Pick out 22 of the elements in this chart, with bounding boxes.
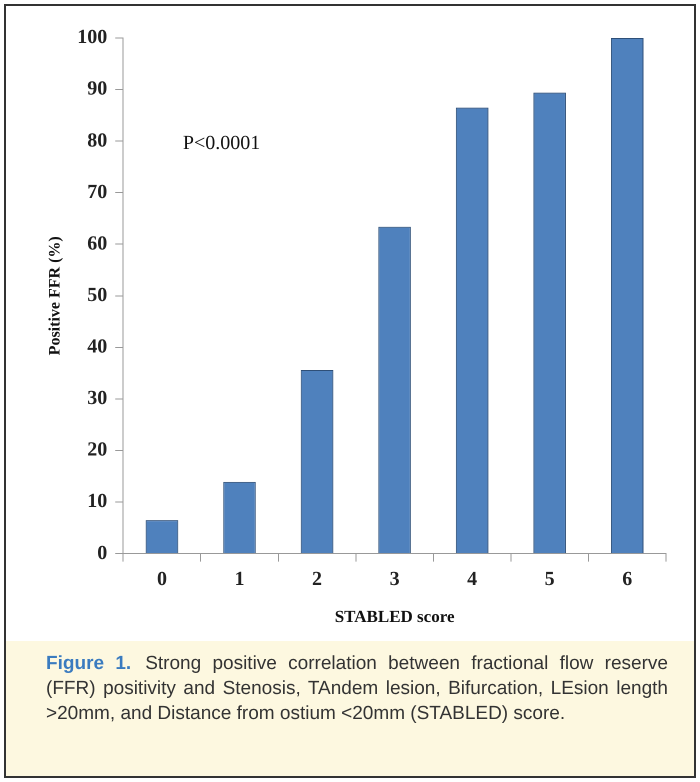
y-tick-label: 30 bbox=[87, 387, 108, 410]
x-tick-label: 6 bbox=[622, 568, 632, 590]
annotation: P<0.0001 bbox=[182, 132, 260, 154]
x-tick-label: 5 bbox=[544, 568, 555, 590]
y-tick-label: 50 bbox=[87, 284, 108, 306]
y-tick-label: 70 bbox=[87, 180, 108, 203]
y-tick-label: 40 bbox=[87, 336, 108, 358]
y-tick-label: 80 bbox=[87, 129, 108, 152]
y-tick-label: 90 bbox=[87, 78, 108, 100]
y-axis-title: Positive FFR (%) bbox=[46, 236, 64, 356]
x-tick-label: 1 bbox=[234, 568, 245, 590]
x-tick-label: 4 bbox=[467, 568, 478, 590]
y-tick-label: 20 bbox=[87, 438, 108, 461]
x-tick-label: 0 bbox=[156, 568, 167, 590]
x-tick-label: 2 bbox=[312, 568, 322, 590]
y-tick-label: 60 bbox=[87, 232, 108, 254]
x-axis-title: STABLED score bbox=[334, 607, 455, 626]
y-tick-label: 100 bbox=[77, 26, 108, 48]
y-tick-label: 10 bbox=[87, 490, 108, 512]
y-tick-label: 0 bbox=[97, 542, 108, 564]
x-tick-label: 3 bbox=[390, 568, 400, 590]
caption: Figure 1. bbox=[46, 653, 132, 674]
